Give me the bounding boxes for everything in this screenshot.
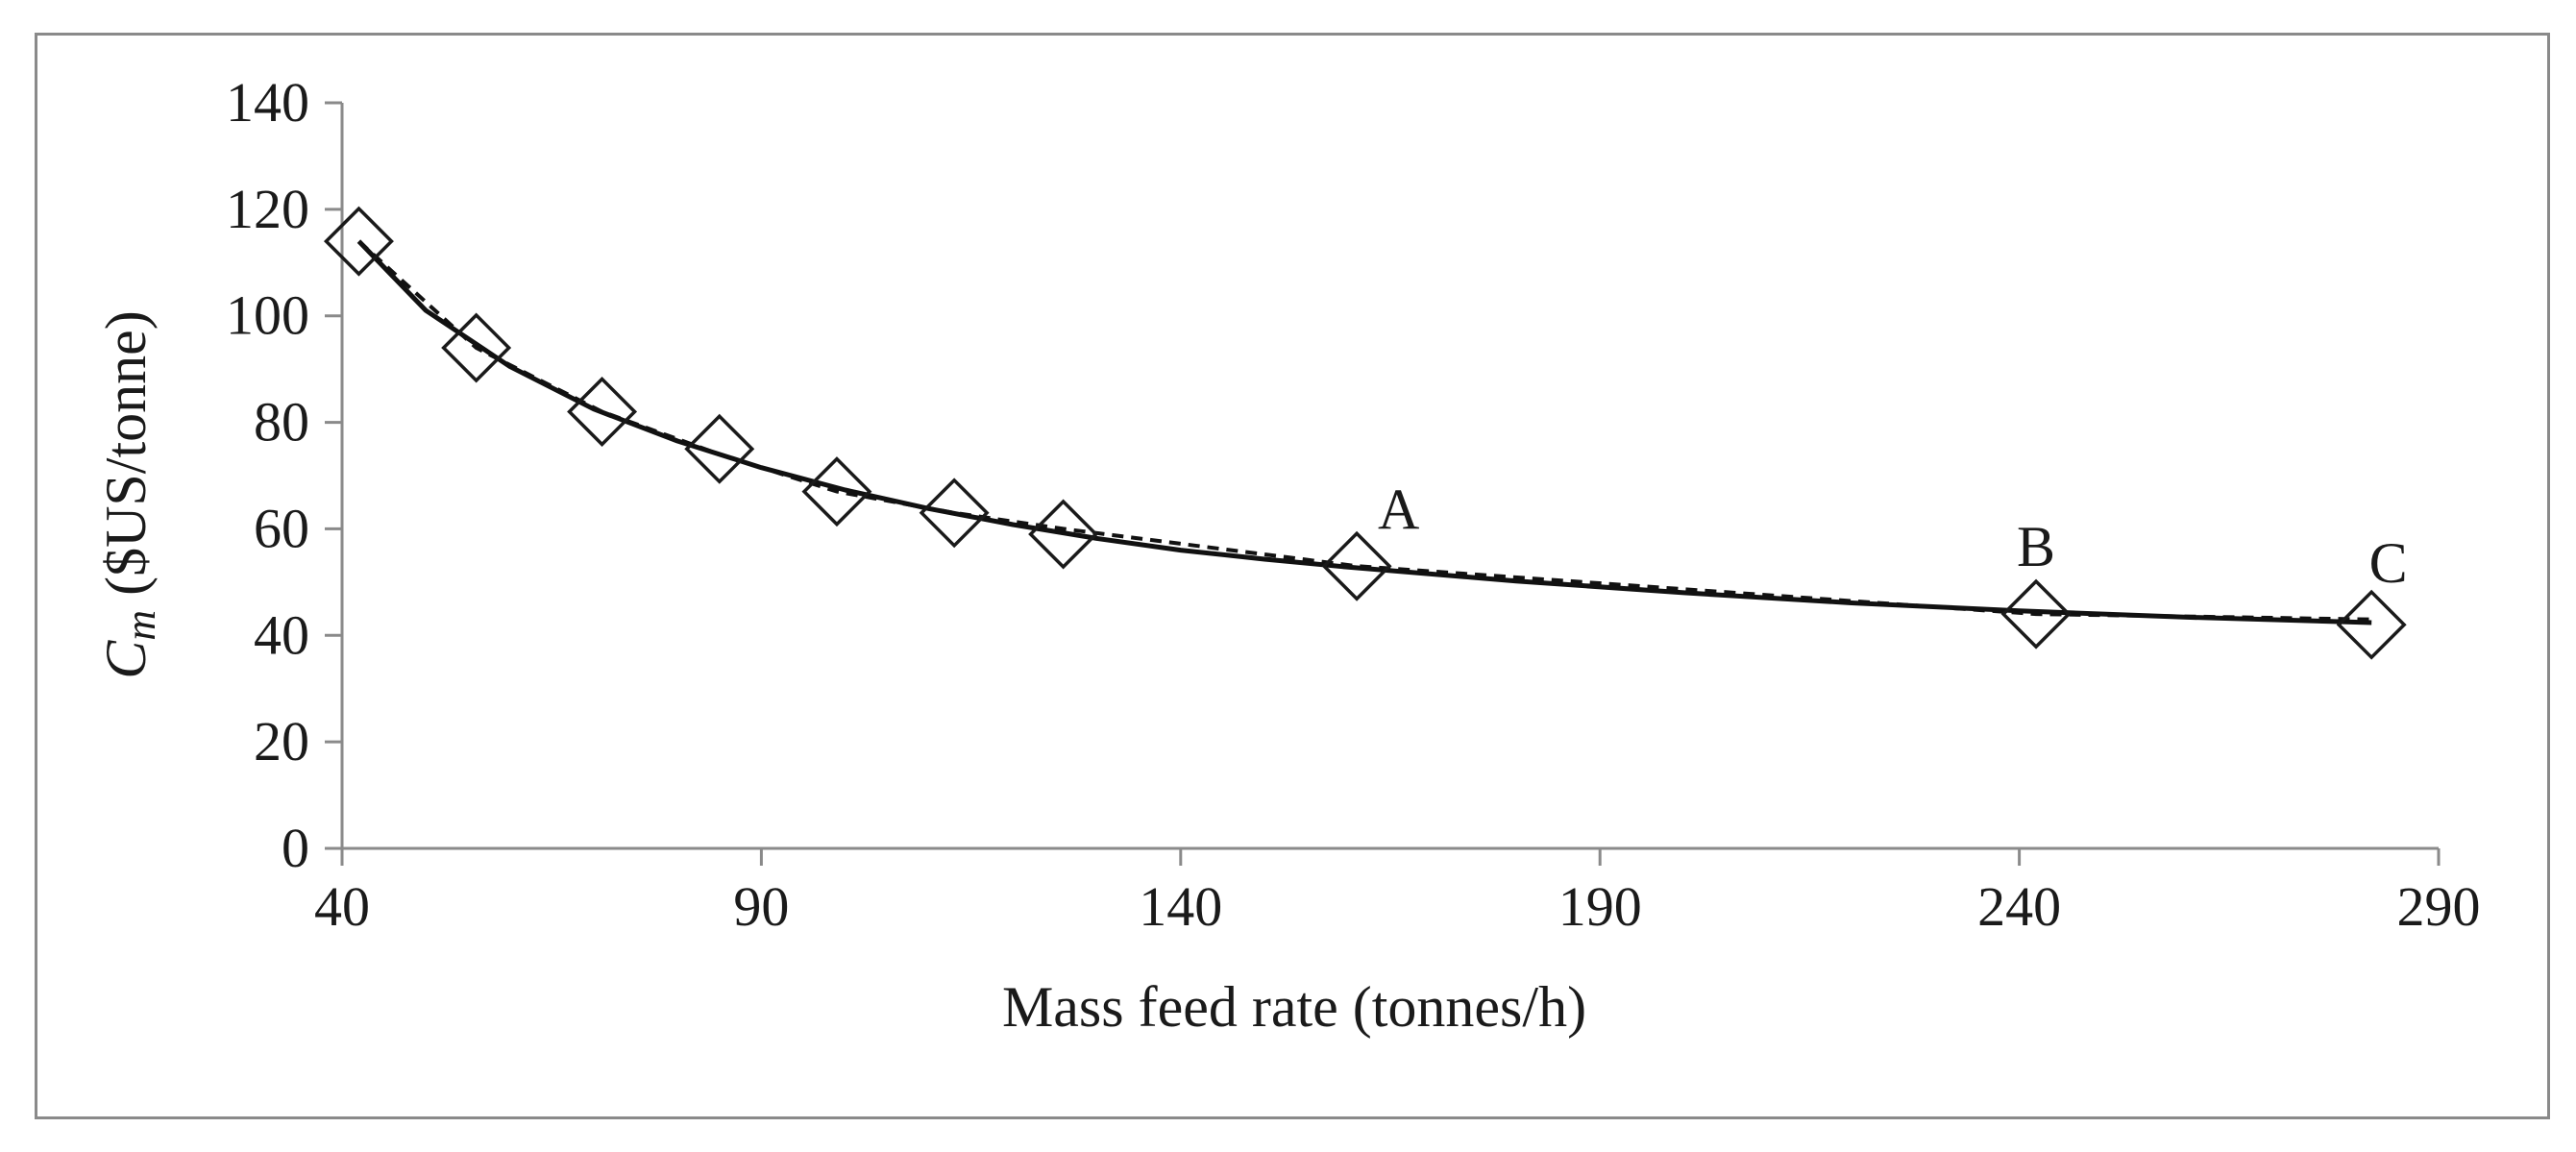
x-tick-label-240: 240 (1977, 875, 2061, 938)
x-tick-label-290: 290 (2397, 875, 2481, 938)
data-point-1 (323, 206, 394, 277)
chart-frame: 0 20 40 60 80 100 120 140 40 90 140 190 240 290 A B C Ma… (35, 33, 2550, 1119)
data-point-10 (2336, 589, 2407, 660)
data-point-9 (2000, 578, 2072, 650)
y-tick-label-40: 40 (254, 603, 309, 666)
data-point-5 (801, 456, 872, 527)
y-tick-label-60: 60 (254, 497, 309, 559)
chart-svg: 0 20 40 60 80 100 120 140 40 90 140 190 240 290 A B C Ma… (94, 71, 2481, 1039)
y-axis-title-sub: m (117, 610, 164, 641)
y-tick-label-120: 120 (226, 178, 309, 240)
y-tick-label-100: 100 (226, 284, 309, 347)
y-axis-title: Cm ($US/tonne) (94, 310, 164, 678)
x-tick-label-140: 140 (1139, 875, 1222, 938)
x-tick-label-40: 40 (314, 875, 370, 938)
y-tick-label-0: 0 (282, 817, 309, 879)
fit-curve-line (356, 239, 2372, 625)
y-axis-title-rest: ($US/tonne) (94, 310, 158, 610)
data-point-6 (919, 478, 990, 549)
data-point-4 (684, 413, 755, 484)
x-axis-title: Mass feed rate (tonnes/h) (1002, 975, 1586, 1039)
annotation-a: A (1378, 478, 1419, 541)
y-axis-title-main: C (94, 640, 158, 679)
data-point-8 (1321, 530, 1392, 601)
annotation-b: B (2017, 515, 2055, 578)
data-point-3 (567, 377, 638, 447)
y-tick-label-140: 140 (226, 71, 309, 134)
data-point-7 (1028, 499, 1099, 570)
annotation-c: C (2369, 531, 2408, 595)
y-tick-label-20: 20 (254, 710, 309, 772)
dashed-series-line (357, 239, 2372, 622)
y-tick-label-80: 80 (254, 391, 309, 453)
data-point-2 (441, 312, 512, 383)
x-tick-label-90: 90 (733, 875, 789, 938)
x-tick-label-190: 190 (1558, 875, 1642, 938)
plot-area: 0 20 40 60 80 100 120 140 40 90 140 190 240 290 A B C (226, 71, 2481, 938)
